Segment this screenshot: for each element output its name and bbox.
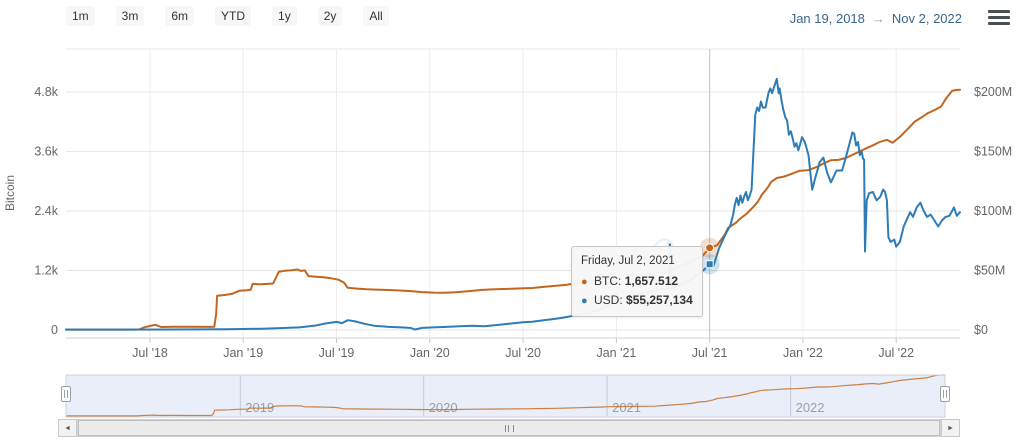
x-axis-label: Jul '18: [132, 346, 168, 360]
right-axis-label: $200M: [974, 85, 1012, 99]
hamburger-bar: [988, 22, 1010, 25]
range-selector: 1m 3m 6m YTD 1y 2y All: [66, 6, 389, 26]
x-axis-label: Jan '20: [410, 346, 450, 360]
btc-series-line[interactable]: [65, 88, 961, 331]
hamburger-menu-icon[interactable]: [988, 10, 1010, 25]
navigator-year-label: 2019: [245, 400, 274, 415]
right-axis-label: $150M: [974, 145, 1012, 159]
range-button-1m[interactable]: 1m: [66, 6, 95, 26]
left-axis-label: 1.2k: [34, 264, 58, 278]
usd-series-line[interactable]: [65, 77, 961, 331]
x-axis-label: Jan '21: [596, 346, 636, 360]
scrollbar-thumb[interactable]: [78, 420, 940, 436]
btc-hover-marker[interactable]: [705, 243, 715, 253]
navigator-left-handle[interactable]: [61, 386, 71, 402]
range-button-ytd[interactable]: YTD: [215, 6, 252, 26]
right-axis-label: $0: [974, 323, 988, 337]
x-axis-label: Jul '20: [505, 346, 541, 360]
left-axis-label: 3.6k: [34, 145, 58, 159]
left-axis-label: 2.4k: [34, 204, 58, 218]
range-button-all[interactable]: All: [363, 6, 389, 26]
left-axis-title: Bitcoin: [3, 175, 17, 211]
scrollbar-right-arrow[interactable]: ►: [941, 419, 960, 437]
range-button-2y[interactable]: 2y: [317, 6, 343, 26]
usd-hover-marker[interactable]: [705, 260, 714, 269]
navigator-year-label: 2020: [429, 400, 458, 415]
x-axis-label: Jul '21: [692, 346, 728, 360]
x-axis-label: Jan '19: [223, 346, 263, 360]
watermark-logo: [635, 238, 681, 293]
date-range-display[interactable]: Jan 19, 2018 → Nov 2, 2022: [790, 11, 962, 26]
scrollbar-grip-icon: [504, 424, 514, 432]
x-axis-label: Jan '22: [783, 346, 823, 360]
x-axis-label: Jul '19: [319, 346, 355, 360]
navigator-year-label: 2021: [612, 400, 641, 415]
range-button-6m[interactable]: 6m: [165, 6, 195, 26]
navigator-right-handle[interactable]: [940, 386, 950, 402]
navigator-series-line: [66, 374, 945, 417]
range-button-3m[interactable]: 3m: [115, 6, 145, 26]
right-axis-label: $50M: [974, 264, 1005, 278]
date-arrow-icon: →: [871, 11, 885, 26]
date-from[interactable]: Jan 19, 2018: [789, 11, 865, 26]
right-arrow-icon: ►: [947, 424, 954, 432]
navigator-year-label: 2022: [796, 400, 825, 415]
scrollbar-left-arrow[interactable]: ◄: [58, 419, 77, 437]
left-axis-label: 4.8k: [34, 85, 58, 99]
right-axis-label: $100M: [974, 204, 1012, 218]
left-arrow-icon: ◄: [64, 424, 71, 432]
hamburger-bar: [988, 10, 1010, 13]
x-axis-label: Jul '22: [878, 346, 914, 360]
navigator-selected-area[interactable]: [66, 375, 945, 417]
range-button-1y[interactable]: 1y: [272, 6, 297, 26]
left-axis-label: 0: [51, 323, 58, 337]
date-to[interactable]: Nov 2, 2022: [891, 11, 962, 26]
hamburger-bar: [988, 16, 1010, 19]
scrollbar-track[interactable]: [77, 419, 941, 437]
